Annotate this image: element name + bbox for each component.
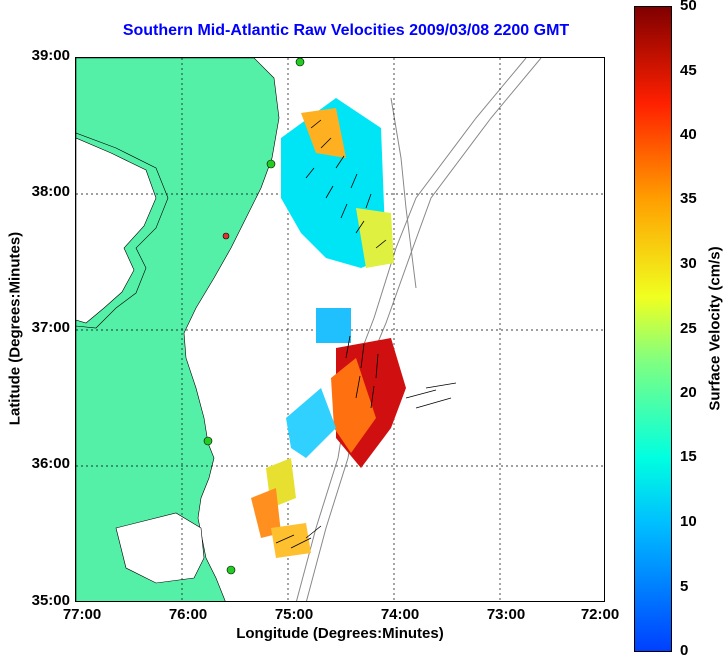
contour-line <box>390 97 417 289</box>
colorbar-gradient <box>635 7 671 651</box>
y-axis-label: Latitude (Degrees:Minutes) <box>6 231 24 426</box>
station-marker <box>295 58 305 67</box>
velocity-patch-hatteras <box>271 523 311 558</box>
colorbar-tick: 15 <box>680 448 697 465</box>
colorbar-tick: 0 <box>680 642 689 659</box>
y-tick: 35:00 <box>31 592 70 609</box>
colorbar-tick: 25 <box>680 320 697 337</box>
y-tick: 39:00 <box>31 47 70 64</box>
colorbar-label: Surface Velocity (cm/s) <box>706 246 724 411</box>
colorbar-tick: 35 <box>680 190 697 207</box>
colorbar-tick: 5 <box>680 578 689 595</box>
chesapeake-bay <box>76 137 157 324</box>
colorbar <box>634 6 672 652</box>
station-marker <box>266 159 276 169</box>
y-tick: 37:00 <box>31 319 70 336</box>
x-tick: 77:00 <box>62 606 102 623</box>
contour-line <box>306 58 542 601</box>
x-tick: 76:00 <box>168 606 208 623</box>
colorbar-tick: 45 <box>680 62 697 79</box>
x-tick: 74:00 <box>380 606 420 623</box>
y-tick: 36:00 <box>31 455 70 472</box>
station-marker <box>222 232 230 240</box>
map-svg <box>76 58 604 601</box>
map-title: Southern Mid-Atlantic Raw Velocities 200… <box>122 22 570 39</box>
velocity-patch-south-orange <box>331 358 376 453</box>
x-tick: 75:00 <box>274 606 314 623</box>
colorbar-tick: 10 <box>680 513 697 530</box>
velocity-patch-cape <box>251 488 281 538</box>
velocity-patch-mid <box>316 308 351 343</box>
contour-line <box>296 58 527 601</box>
colorbar-tick: 50 <box>680 0 697 14</box>
velocity-patch-north-warm <box>301 108 346 158</box>
velocity-arrows <box>275 119 457 549</box>
velocity-patch-north-yellow <box>356 208 394 268</box>
map-area <box>75 57 605 602</box>
colorbar-tick: 20 <box>680 384 697 401</box>
x-tick: 72:00 <box>580 606 620 623</box>
station-marker <box>203 436 213 446</box>
x-tick: 73:00 <box>486 606 526 623</box>
y-tick: 38:00 <box>31 183 70 200</box>
colorbar-tick: 40 <box>680 126 697 143</box>
x-axis-label: Longitude (Degrees:Minutes) <box>236 625 444 642</box>
velocity-patch-south-cyan <box>286 388 336 458</box>
colorbar-tick: 30 <box>680 255 697 272</box>
pamlico-sound <box>115 512 205 584</box>
station-marker <box>226 565 236 575</box>
